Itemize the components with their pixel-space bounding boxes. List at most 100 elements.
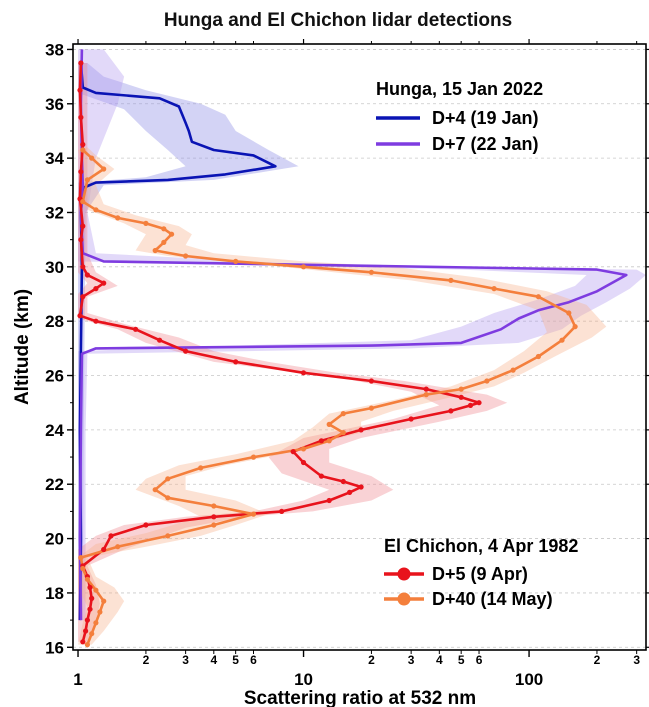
y-axis: 16 18 20 22 24 26 28 30 32 34 36 38 bbox=[45, 40, 649, 657]
data-point bbox=[80, 223, 86, 229]
data-point bbox=[368, 405, 374, 411]
data-point bbox=[347, 489, 353, 495]
y-tick-label: 36 bbox=[45, 95, 64, 114]
data-point bbox=[89, 595, 95, 602]
data-point bbox=[89, 631, 95, 637]
data-point bbox=[78, 169, 84, 175]
data-point bbox=[161, 239, 167, 245]
data-point bbox=[535, 294, 542, 300]
legend-marker-d40 bbox=[397, 592, 411, 606]
data-point bbox=[491, 286, 497, 292]
data-point bbox=[78, 237, 84, 243]
data-point bbox=[467, 402, 474, 408]
data-point bbox=[84, 177, 90, 183]
data-point bbox=[318, 438, 324, 444]
data-point bbox=[535, 353, 542, 360]
data-point bbox=[80, 199, 86, 205]
data-point bbox=[133, 326, 139, 332]
data-point bbox=[250, 454, 257, 460]
data-point bbox=[326, 438, 332, 444]
data-point bbox=[77, 87, 83, 93]
data-point bbox=[458, 386, 464, 392]
data-point bbox=[80, 147, 86, 153]
data-point bbox=[78, 555, 84, 561]
data-point bbox=[250, 511, 257, 517]
data-point bbox=[143, 522, 149, 528]
data-point bbox=[80, 565, 86, 572]
y-tick-label: 38 bbox=[45, 40, 64, 59]
data-point bbox=[476, 400, 482, 406]
data-point bbox=[211, 514, 217, 520]
data-point bbox=[87, 584, 93, 591]
data-point bbox=[300, 459, 307, 466]
x-tick-label: 100 bbox=[515, 670, 543, 689]
data-point bbox=[423, 386, 429, 392]
data-point bbox=[93, 587, 99, 593]
data-point bbox=[115, 215, 121, 221]
data-point bbox=[80, 141, 86, 148]
data-point bbox=[165, 495, 171, 501]
data-point bbox=[358, 484, 364, 490]
legend-label-d40: D+40 (14 May) bbox=[432, 589, 553, 609]
data-point bbox=[484, 378, 490, 384]
y-tick-label: 20 bbox=[45, 530, 64, 549]
series-band bbox=[78, 63, 299, 621]
data-point bbox=[448, 408, 454, 414]
plot-frame bbox=[72, 43, 647, 651]
data-point bbox=[169, 231, 175, 237]
y-tick-label: 24 bbox=[45, 421, 64, 440]
data-point bbox=[326, 421, 332, 427]
x-minor-tick-label: 2 bbox=[368, 653, 375, 667]
x-minor-tick-label: 5 bbox=[458, 653, 465, 667]
data-point bbox=[326, 497, 332, 504]
data-point bbox=[183, 348, 189, 354]
data-point bbox=[80, 294, 86, 300]
data-point bbox=[279, 508, 285, 514]
data-point bbox=[84, 617, 90, 623]
data-point bbox=[340, 478, 346, 485]
x-minor-tick-label: 4 bbox=[436, 653, 443, 667]
data-point bbox=[115, 544, 121, 550]
data-point bbox=[340, 411, 346, 417]
data-point bbox=[211, 522, 217, 528]
legend-hunga-heading: Hunga, 15 Jan 2022 bbox=[376, 79, 543, 99]
y-axis-label: Altitude (km) bbox=[12, 289, 33, 405]
data-point bbox=[78, 60, 84, 66]
data-point bbox=[423, 392, 429, 398]
data-point bbox=[368, 269, 374, 275]
x-minor-tick-label: 6 bbox=[476, 653, 483, 667]
data-point bbox=[198, 465, 204, 471]
legend-label-d5: D+5 (9 Apr) bbox=[432, 564, 528, 584]
series-band bbox=[78, 147, 607, 645]
data-point bbox=[183, 253, 189, 259]
x-minor-tick-label: 4 bbox=[210, 653, 217, 667]
data-point bbox=[340, 430, 346, 436]
data-point bbox=[93, 620, 99, 626]
data-point bbox=[161, 226, 167, 232]
data-point bbox=[566, 310, 572, 316]
data-point bbox=[572, 324, 578, 330]
data-point bbox=[559, 337, 565, 343]
x-minor-tick-label: 5 bbox=[232, 653, 239, 667]
series-markers bbox=[77, 60, 578, 648]
data-point bbox=[157, 337, 163, 343]
data-point bbox=[448, 277, 454, 283]
series-line bbox=[78, 49, 628, 621]
data-point bbox=[300, 446, 307, 452]
y-tick-label: 32 bbox=[45, 203, 64, 222]
data-point bbox=[89, 155, 95, 161]
y-tick-label: 34 bbox=[45, 149, 64, 168]
data-point bbox=[300, 264, 307, 270]
legend-el-chichon: El Chichon, 4 Apr 1982 D+5 (9 Apr) D+40 … bbox=[384, 536, 578, 609]
y-tick-label: 16 bbox=[45, 638, 64, 657]
data-point bbox=[97, 609, 103, 615]
x-minor-tick-label: 2 bbox=[143, 653, 150, 667]
data-point bbox=[300, 370, 307, 376]
legend-hunga: Hunga, 15 Jan 2022 D+4 (19 Jan) D+7 (22 … bbox=[376, 79, 543, 154]
data-point bbox=[80, 264, 86, 270]
data-point bbox=[93, 286, 99, 292]
y-tick-label: 26 bbox=[45, 367, 64, 386]
data-point bbox=[84, 272, 90, 278]
data-point bbox=[93, 207, 99, 213]
